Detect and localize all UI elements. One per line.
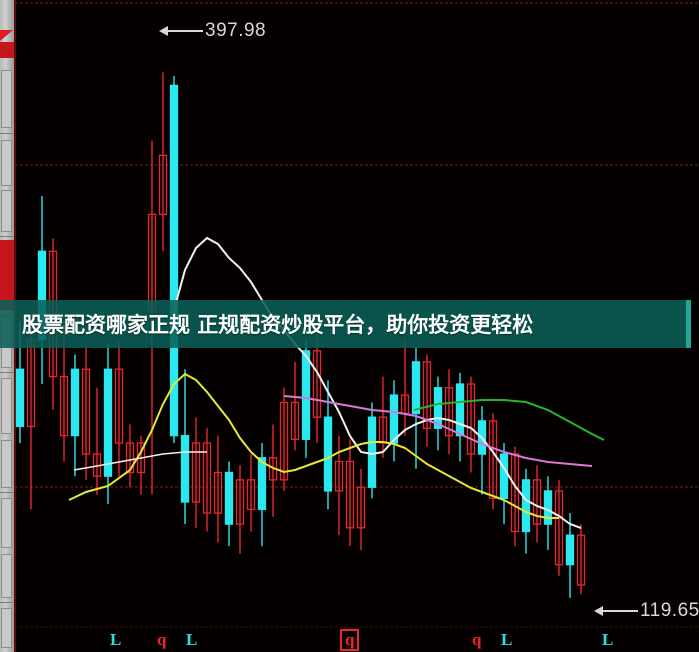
candle — [125, 424, 135, 488]
candle — [213, 435, 223, 543]
sidebar-red-block — [0, 240, 14, 310]
signal-marker-long: L — [501, 630, 513, 649]
sidebar-cell[interactable] — [1, 440, 12, 488]
arrow-left-icon — [594, 605, 638, 616]
sidebar-cell[interactable] — [1, 554, 12, 598]
candle — [389, 380, 399, 462]
ma-white-segment — [73, 451, 207, 471]
candle — [191, 417, 201, 528]
candle — [224, 461, 234, 547]
sidebar-divider — [0, 602, 14, 603]
gridline-lower-mid — [14, 486, 699, 488]
candle — [455, 372, 465, 462]
candle — [466, 376, 476, 473]
sidebar-cell[interactable] — [1, 70, 12, 128]
sidebar-cell[interactable] — [1, 190, 12, 232]
candle — [26, 321, 36, 510]
candle — [169, 76, 179, 443]
candle — [235, 465, 245, 554]
candle — [81, 347, 91, 480]
candle — [103, 343, 113, 504]
candle — [114, 341, 124, 477]
candle — [367, 402, 377, 499]
signal-marker-long: L — [186, 630, 198, 649]
candle — [576, 524, 586, 595]
candle — [378, 376, 388, 458]
candle — [345, 439, 355, 547]
sidebar-marker-icon — [0, 30, 13, 41]
candle — [246, 454, 256, 532]
signal-marker-long: L — [602, 630, 614, 649]
ma-magenta-line — [283, 395, 593, 467]
gridline-upper-mid — [14, 164, 699, 166]
candle — [444, 369, 454, 455]
high-price-callout: 397.98 — [159, 20, 266, 42]
candle — [158, 72, 168, 252]
sidebar-cell[interactable] — [1, 140, 12, 186]
gridline-bottom — [14, 626, 699, 628]
low-price-value: 119.65 — [640, 600, 699, 621]
candle — [411, 347, 421, 469]
candle — [532, 465, 542, 543]
candle — [323, 380, 333, 510]
candle — [554, 479, 564, 576]
ma-white-line — [173, 236, 582, 529]
sidebar-divider — [0, 133, 14, 134]
sidebar-divider — [0, 372, 14, 373]
ma-yellow-line — [68, 372, 559, 519]
candle — [37, 195, 47, 384]
candle — [279, 387, 289, 491]
candle — [180, 369, 190, 525]
sidebar-cell[interactable] — [1, 378, 12, 434]
arrow-left-icon — [159, 25, 203, 36]
candle — [290, 361, 300, 451]
candle — [400, 339, 410, 436]
signal-marker-short: q — [157, 630, 167, 649]
candle — [422, 354, 432, 447]
sidebar-cell[interactable] — [1, 608, 12, 648]
high-price-value: 397.98 — [205, 20, 267, 41]
signal-marker-long: L — [110, 630, 122, 649]
sidebar-divider — [0, 236, 14, 237]
signal-marker-short: q — [472, 630, 482, 649]
sidebar-red-block — [0, 42, 14, 58]
candle — [136, 435, 146, 495]
gridline-top — [14, 2, 699, 4]
candle — [92, 387, 102, 495]
candle — [257, 443, 267, 547]
candle — [433, 376, 443, 451]
candle — [499, 443, 509, 525]
price-plot — [15, 72, 605, 598]
candle — [312, 332, 322, 443]
candle — [488, 413, 498, 510]
ma-green-line — [413, 399, 605, 441]
promo-banner[interactable]: 股票配资哪家正规 正规配资炒股平台，助你投资更轻松 — [0, 300, 690, 348]
sidebar-divider — [0, 492, 14, 493]
candle — [70, 354, 80, 477]
candle — [477, 406, 487, 495]
candle — [268, 424, 278, 517]
promo-banner-text: 股票配资哪家正规 正规配资炒股平台，助你投资更轻松 — [22, 313, 534, 337]
candle — [510, 446, 520, 547]
candle — [543, 476, 553, 550]
low-price-callout: 119.65 — [594, 600, 699, 622]
promo-banner-edge — [686, 300, 691, 348]
sidebar-cell[interactable] — [1, 498, 12, 548]
candle — [565, 513, 575, 598]
candle — [356, 468, 366, 550]
candle — [202, 428, 212, 532]
signal-marker-short: q — [340, 629, 360, 651]
